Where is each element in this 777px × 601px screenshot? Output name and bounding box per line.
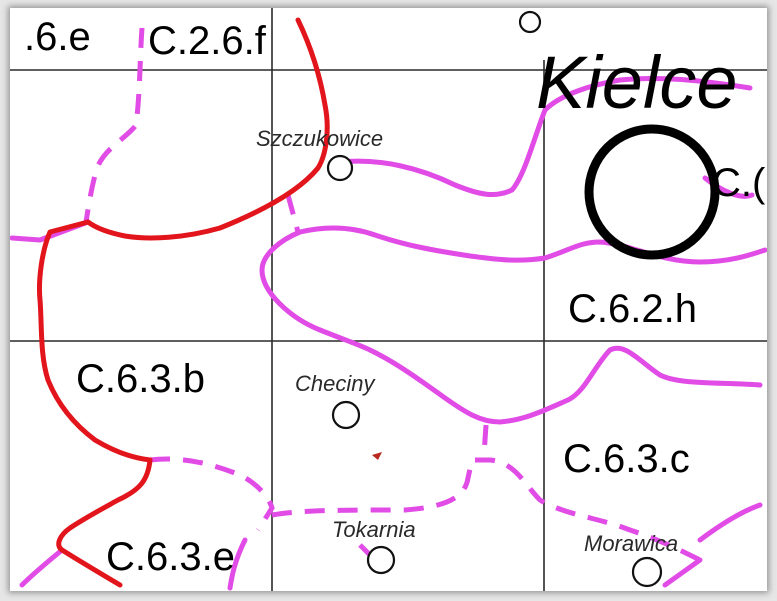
town-marker-morawica (633, 558, 661, 586)
kielce-city-circle (589, 129, 715, 255)
route-southwest-corner (22, 550, 62, 585)
town-marker-szczukowice (328, 156, 352, 180)
place-label-checiny: Checiny (295, 371, 376, 396)
zone-label-c63c: C.6.3.c (563, 437, 690, 481)
route-southeast (700, 505, 760, 540)
place-label-szczukowice: Szczukowice (256, 126, 383, 151)
zone-label-kielce-partial: C.( (712, 161, 766, 205)
dashed-route-checiny-south (484, 425, 486, 455)
city-label-kielce: Kielce (536, 41, 738, 124)
place-label-tokarnia: Tokarnia (332, 517, 416, 542)
zone-label-c63e: C.6.3.e (106, 535, 235, 579)
town-marker-checiny (333, 402, 359, 428)
map-canvas: .6.e C.2.6.f C.( C.6.2.h C.6.3.b C.6.3.c… (10, 8, 767, 591)
small-red-marker (372, 452, 382, 460)
route-southeast-lower (665, 560, 700, 585)
dashed-route-szczukowice (288, 195, 298, 232)
map-frame: .6.e C.2.6.f C.( C.6.2.h C.6.3.b C.6.3.c… (10, 8, 767, 591)
red-boundary (39, 20, 327, 585)
dashed-route-north (86, 28, 142, 222)
zone-label-c62h: C.6.2.h (568, 287, 697, 331)
dashed-route-southwest (150, 459, 272, 530)
town-marker-top (520, 12, 540, 32)
zone-label-c26f: C.2.6.f (148, 19, 267, 63)
town-marker-tokarnia (368, 547, 394, 573)
place-label-morawica: Morawica (584, 531, 678, 556)
zone-label-top-left: .6.e (24, 15, 91, 59)
zone-label-c63b: C.6.3.b (76, 357, 205, 401)
